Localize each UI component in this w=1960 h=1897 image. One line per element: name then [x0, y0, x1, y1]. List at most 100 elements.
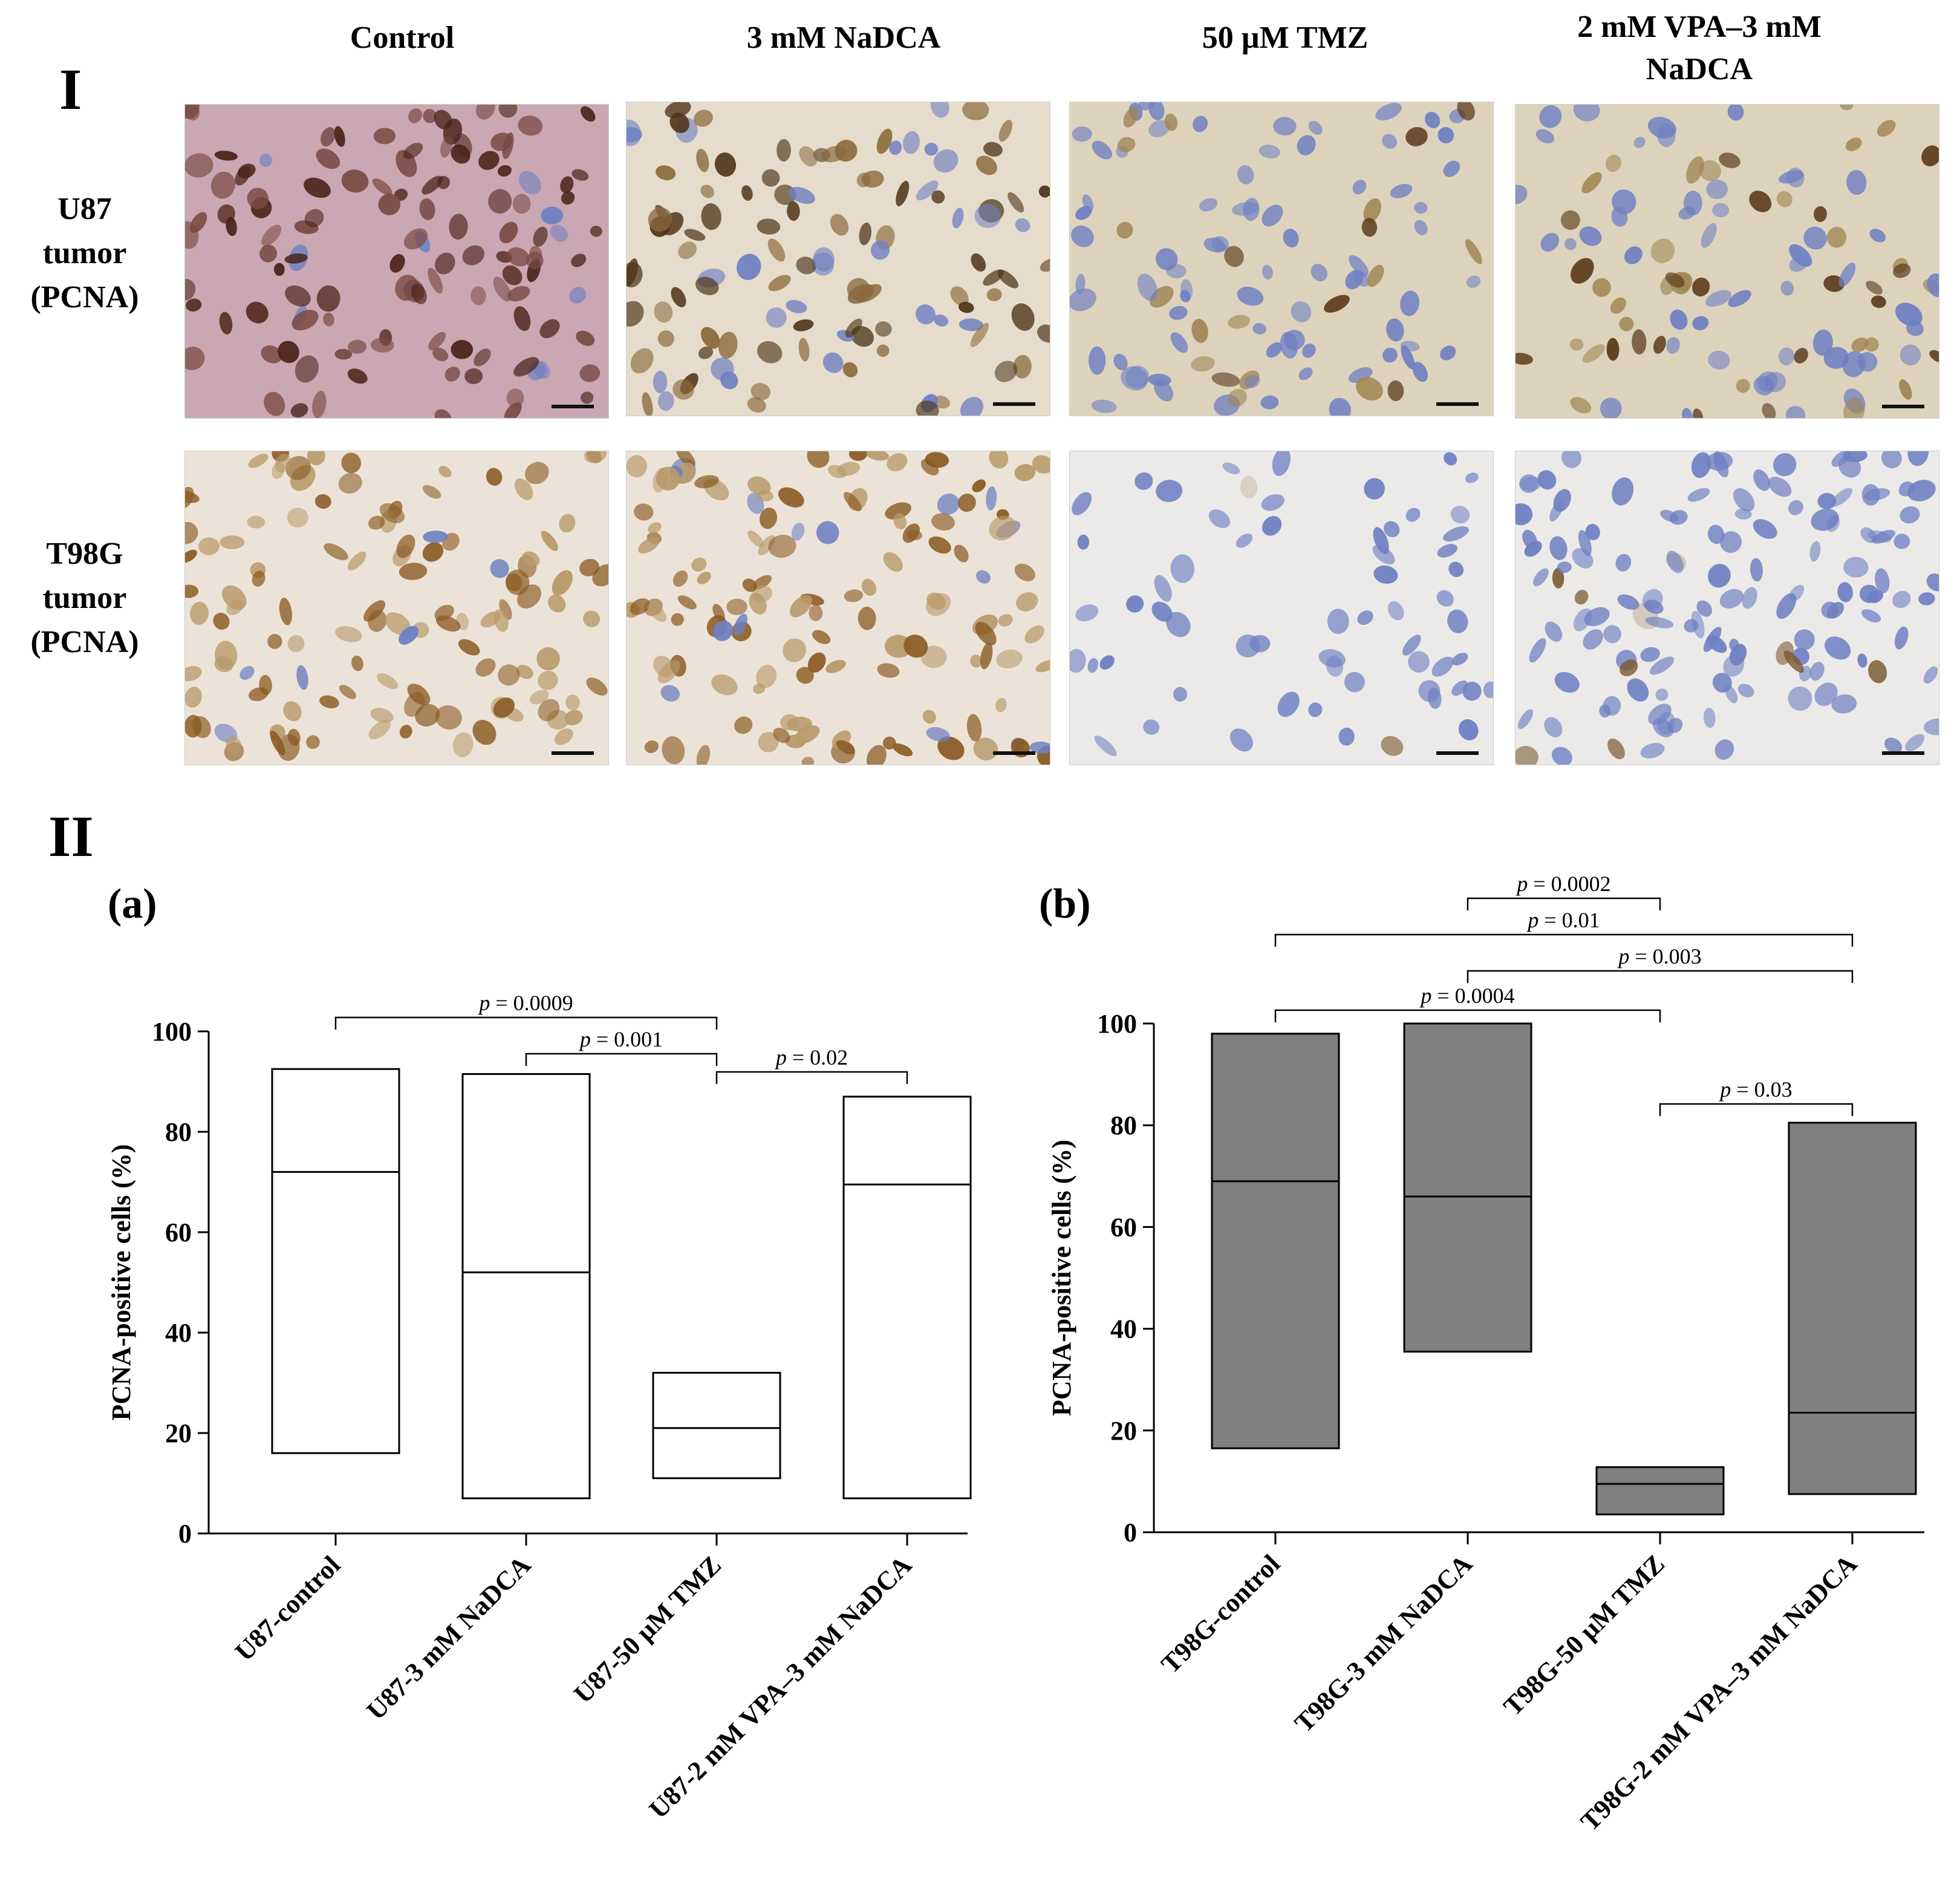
- nucleus: [976, 155, 997, 175]
- nucleus: [1400, 290, 1420, 316]
- nucleus: [1544, 717, 1563, 737]
- nucleus: [933, 149, 959, 173]
- nucleus: [696, 745, 711, 765]
- nucleus: [1412, 362, 1428, 382]
- nucleus: [1704, 708, 1716, 728]
- nucleus: [1682, 408, 1693, 418]
- nucleus: [1211, 236, 1229, 252]
- nucleus: [1926, 573, 1939, 592]
- micrograph-texture: [185, 451, 608, 765]
- nucleus: [185, 105, 200, 121]
- nucleus: [1082, 194, 1094, 212]
- nucleus: [1402, 635, 1421, 656]
- nucleus: [1338, 727, 1355, 746]
- nucleus: [319, 695, 339, 708]
- nucleus: [1665, 272, 1685, 288]
- nucleus: [1094, 735, 1117, 757]
- nucleus: [1776, 593, 1797, 619]
- nucleus: [866, 451, 890, 461]
- nucleus: [1838, 455, 1861, 478]
- nucleus: [306, 735, 320, 749]
- nucleus: [1283, 229, 1299, 248]
- nucleus: [758, 731, 779, 753]
- nucleus: [859, 222, 872, 246]
- nucleus: [1532, 568, 1549, 587]
- p-value-label: p = 0.0002: [1515, 872, 1610, 896]
- nucleus: [1627, 678, 1649, 702]
- nucleus: [474, 348, 491, 367]
- nucleus: [1826, 515, 1840, 532]
- significance-bracket: p = 0.001: [525, 1027, 718, 1066]
- nucleus: [480, 611, 501, 628]
- nucleus: [1401, 345, 1415, 370]
- nucleus: [1703, 627, 1722, 652]
- nucleus: [368, 515, 385, 530]
- nucleus: [1789, 244, 1812, 267]
- nucleus: [259, 674, 272, 695]
- nucleus: [1451, 653, 1468, 666]
- nucleus: [1617, 594, 1639, 610]
- nucleus: [1329, 397, 1351, 416]
- nucleus: [316, 148, 340, 169]
- nucleus: [861, 170, 884, 188]
- micrograph-t98g-vpa-nadca: [1515, 451, 1939, 765]
- nucleus: [773, 728, 790, 743]
- nucleus: [1349, 255, 1369, 276]
- nucleus: [827, 465, 847, 478]
- nucleus: [1113, 353, 1128, 370]
- nucleus: [950, 286, 969, 306]
- nucleus: [287, 635, 305, 652]
- nucleus: [842, 362, 858, 377]
- nucleus: [986, 288, 1002, 302]
- nucleus: [877, 663, 900, 678]
- nucleus: [1557, 561, 1572, 573]
- nucleus: [1236, 534, 1253, 548]
- nucleus: [933, 396, 950, 409]
- nucleus: [1838, 263, 1856, 287]
- nucleus: [1013, 354, 1032, 379]
- nucleus: [399, 563, 428, 580]
- nucleus: [1846, 170, 1867, 195]
- nucleus: [893, 513, 907, 530]
- nucleus: [1640, 647, 1660, 662]
- nucleus: [1778, 170, 1804, 184]
- nucleus: [653, 468, 668, 493]
- nucleus: [1861, 609, 1881, 622]
- nucleus: [813, 247, 835, 272]
- nucleus: [1440, 345, 1456, 361]
- nucleus: [768, 275, 791, 292]
- y-axis-title: PCNA-positive cells (%): [106, 1144, 136, 1420]
- nucleus: [887, 453, 908, 472]
- nucleus: [983, 142, 1003, 157]
- nucleus: [1011, 303, 1035, 331]
- nucleus: [1713, 451, 1729, 478]
- y-tick-label: 40: [1110, 1314, 1137, 1344]
- nucleus: [1640, 743, 1665, 759]
- nucleus: [579, 364, 601, 382]
- nucleus: [1308, 120, 1323, 135]
- nucleus: [1180, 279, 1193, 301]
- nucleus: [1653, 336, 1666, 354]
- p-value-label: p = 0.001: [578, 1027, 663, 1051]
- nucleus: [1148, 102, 1165, 120]
- nucleus: [1170, 554, 1195, 583]
- nucleus: [1814, 682, 1838, 707]
- nucleus: [1705, 290, 1731, 307]
- significance-bracket: p = 0.003: [1467, 944, 1854, 983]
- nucleus: [1014, 563, 1035, 581]
- nucleus: [214, 656, 233, 673]
- p-value-label: p = 0.01: [1526, 908, 1600, 932]
- nucleus: [1092, 140, 1113, 160]
- nucleus: [766, 307, 787, 328]
- nucleus: [579, 558, 599, 576]
- row-label-u87-line2: tumor: [42, 235, 127, 270]
- row-label-t98g-line1: T98G: [46, 537, 123, 571]
- nucleus: [1708, 350, 1730, 370]
- nucleus: [278, 341, 299, 364]
- nucleus: [1356, 377, 1383, 401]
- micrograph-t98g-nadca: [626, 451, 1050, 765]
- p-value-label: p = 0.03: [1718, 1077, 1792, 1102]
- nucleus: [1382, 347, 1398, 363]
- nucleus: [926, 593, 951, 616]
- nucleus: [1516, 746, 1538, 765]
